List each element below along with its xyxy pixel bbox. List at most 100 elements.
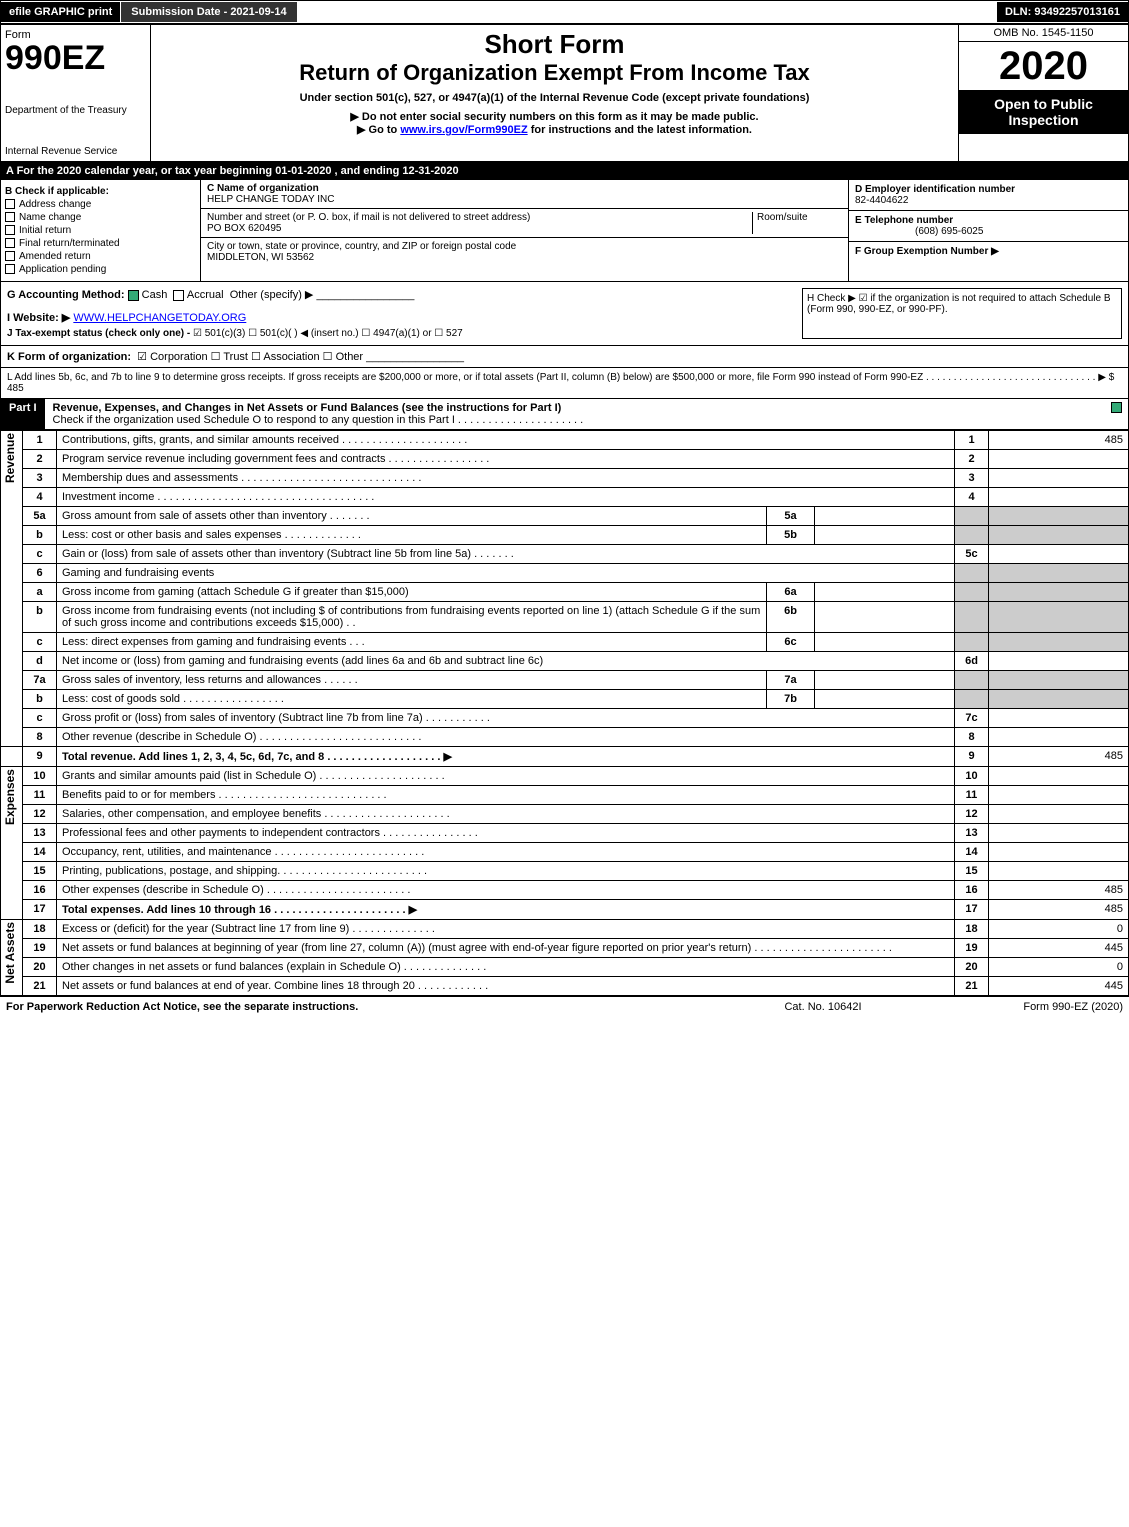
opt-name-change[interactable]: Name change bbox=[5, 212, 196, 223]
line-text: Less: cost of goods sold . . . . . . . .… bbox=[57, 690, 767, 709]
subline-amt bbox=[815, 671, 955, 690]
opt-app-pending[interactable]: Application pending bbox=[5, 264, 196, 275]
line-amt-shade bbox=[989, 507, 1129, 526]
phone-value: (608) 695-6025 bbox=[855, 226, 983, 237]
line-rn-shade bbox=[955, 507, 989, 526]
open-public: Open to Public Inspection bbox=[959, 90, 1128, 134]
line-amt bbox=[989, 450, 1129, 469]
line-amt bbox=[989, 805, 1129, 824]
line-num: b bbox=[23, 602, 57, 633]
subline-num: 7b bbox=[767, 690, 815, 709]
addr-row: Number and street (or P. O. box, if mail… bbox=[201, 209, 848, 238]
line-text: Grants and similar amounts paid (list in… bbox=[57, 767, 955, 786]
opt-address-change[interactable]: Address change bbox=[5, 199, 196, 210]
open-public-label: Open to Public bbox=[994, 96, 1093, 112]
line-3: 3Membership dues and assessments . . . .… bbox=[1, 469, 1129, 488]
expenses-vlabel: Expenses bbox=[1, 767, 23, 920]
line-rn: 17 bbox=[955, 900, 989, 920]
return-title: Return of Organization Exempt From Incom… bbox=[155, 60, 954, 86]
checkbox-icon[interactable] bbox=[173, 290, 184, 301]
opt-label: Name change bbox=[19, 212, 81, 223]
line-rn-shade bbox=[955, 583, 989, 602]
checkbox-icon[interactable] bbox=[5, 251, 15, 261]
line-amt: 445 bbox=[989, 939, 1129, 958]
form-ref-text: Form 990-EZ (2020) bbox=[1023, 1001, 1123, 1013]
checkbox-checked-icon[interactable] bbox=[128, 290, 139, 301]
line-rn: 7c bbox=[955, 709, 989, 728]
checkbox-icon[interactable] bbox=[5, 212, 15, 222]
b-check-label: B Check if applicable: bbox=[5, 186, 196, 197]
cat-no: Cat. No. 10642I bbox=[723, 1001, 923, 1013]
efile-label[interactable]: efile GRAPHIC print bbox=[1, 2, 120, 22]
checkbox-icon[interactable] bbox=[5, 199, 15, 209]
line-rn: 9 bbox=[955, 747, 989, 767]
k-line: K Form of organization: ☑ Corporation ☐ … bbox=[0, 346, 1129, 368]
opt-label: Amended return bbox=[19, 251, 91, 262]
room-suite: Room/suite bbox=[752, 212, 842, 234]
line-amt bbox=[989, 488, 1129, 507]
g-other: Other (specify) ▶ bbox=[230, 289, 314, 301]
lines-table: Revenue 1 Contributions, gifts, grants, … bbox=[0, 430, 1129, 996]
line-num: 17 bbox=[23, 900, 57, 920]
line-12: 12Salaries, other compensation, and empl… bbox=[1, 805, 1129, 824]
part1-title-text: Revenue, Expenses, and Changes in Net As… bbox=[53, 402, 562, 414]
netassets-label: Net Assets bbox=[1, 920, 19, 986]
line-num: 20 bbox=[23, 958, 57, 977]
website-link[interactable]: WWW.HELPCHANGETODAY.ORG bbox=[73, 312, 246, 324]
line-rn: 5c bbox=[955, 545, 989, 564]
j-opts: ☑ 501(c)(3) ☐ 501(c)( ) ◀ (insert no.) ☐… bbox=[193, 328, 463, 339]
dept-treasury: Department of the Treasury bbox=[5, 105, 146, 116]
org-name-row: C Name of organization HELP CHANGE TODAY… bbox=[201, 180, 848, 209]
line-text: Excess or (deficit) for the year (Subtra… bbox=[57, 920, 955, 939]
line-text: Other revenue (describe in Schedule O) .… bbox=[57, 728, 955, 747]
line-rn: 12 bbox=[955, 805, 989, 824]
h-box: H Check ▶ ☑ if the organization is not r… bbox=[802, 288, 1122, 339]
line-14: 14Occupancy, rent, utilities, and mainte… bbox=[1, 843, 1129, 862]
f-label: F Group Exemption Number ▶ bbox=[855, 246, 999, 257]
opt-amended-return[interactable]: Amended return bbox=[5, 251, 196, 262]
checkbox-icon[interactable] bbox=[5, 238, 15, 248]
line-rn-shade bbox=[955, 602, 989, 633]
line-19: 19Net assets or fund balances at beginni… bbox=[1, 939, 1129, 958]
line-rn: 16 bbox=[955, 881, 989, 900]
line-num: 13 bbox=[23, 824, 57, 843]
line-amt-shade bbox=[989, 690, 1129, 709]
checkbox-icon[interactable] bbox=[5, 225, 15, 235]
addr-value: PO BOX 620495 bbox=[207, 223, 282, 234]
checkbox-checked-icon bbox=[1111, 402, 1122, 413]
line-16: 16Other expenses (describe in Schedule O… bbox=[1, 881, 1129, 900]
line-num: 11 bbox=[23, 786, 57, 805]
line-text: Investment income . . . . . . . . . . . … bbox=[57, 488, 955, 507]
c-label: C Name of organization bbox=[207, 183, 319, 194]
subline-num: 6c bbox=[767, 633, 815, 652]
section-b-left: B Check if applicable: Address change Na… bbox=[1, 180, 201, 281]
k-label: K Form of organization: bbox=[7, 351, 131, 363]
part1-checkbox[interactable] bbox=[1104, 399, 1128, 429]
checkbox-icon[interactable] bbox=[5, 264, 15, 274]
k-opts: ☑ Corporation ☐ Trust ☐ Association ☐ Ot… bbox=[137, 351, 363, 363]
line-num: c bbox=[23, 633, 57, 652]
line-rn: 15 bbox=[955, 862, 989, 881]
revenue-vlabel: Revenue bbox=[1, 431, 23, 747]
j-label: J Tax-exempt status (check only one) - bbox=[7, 328, 193, 339]
under-section: Under section 501(c), 527, or 4947(a)(1)… bbox=[155, 92, 954, 104]
line-num: 12 bbox=[23, 805, 57, 824]
line-text: Gross profit or (loss) from sales of inv… bbox=[57, 709, 955, 728]
line-7c: cGross profit or (loss) from sales of in… bbox=[1, 709, 1129, 728]
l-text: L Add lines 5b, 6c, and 7b to line 9 to … bbox=[7, 372, 1114, 394]
section-b-block: B Check if applicable: Address change Na… bbox=[0, 180, 1129, 282]
opt-final-return[interactable]: Final return/terminated bbox=[5, 238, 196, 249]
submission-date-label: Submission Date - 2021-09-14 bbox=[120, 1, 297, 23]
line-text: Gross income from gaming (attach Schedul… bbox=[57, 583, 767, 602]
line-amt: 485 bbox=[989, 881, 1129, 900]
part1-header: Part I Revenue, Expenses, and Changes in… bbox=[0, 399, 1129, 430]
line-amt bbox=[989, 652, 1129, 671]
line-1: Revenue 1 Contributions, gifts, grants, … bbox=[1, 431, 1129, 450]
goto-link[interactable]: www.irs.gov/Form990EZ bbox=[400, 124, 527, 136]
line-amt: 445 bbox=[989, 977, 1129, 996]
line-text: Membership dues and assessments . . . . … bbox=[57, 469, 955, 488]
short-form-title: Short Form bbox=[155, 29, 954, 60]
line-6: 6Gaming and fundraising events bbox=[1, 564, 1129, 583]
opt-initial-return[interactable]: Initial return bbox=[5, 225, 196, 236]
line-rn: 11 bbox=[955, 786, 989, 805]
